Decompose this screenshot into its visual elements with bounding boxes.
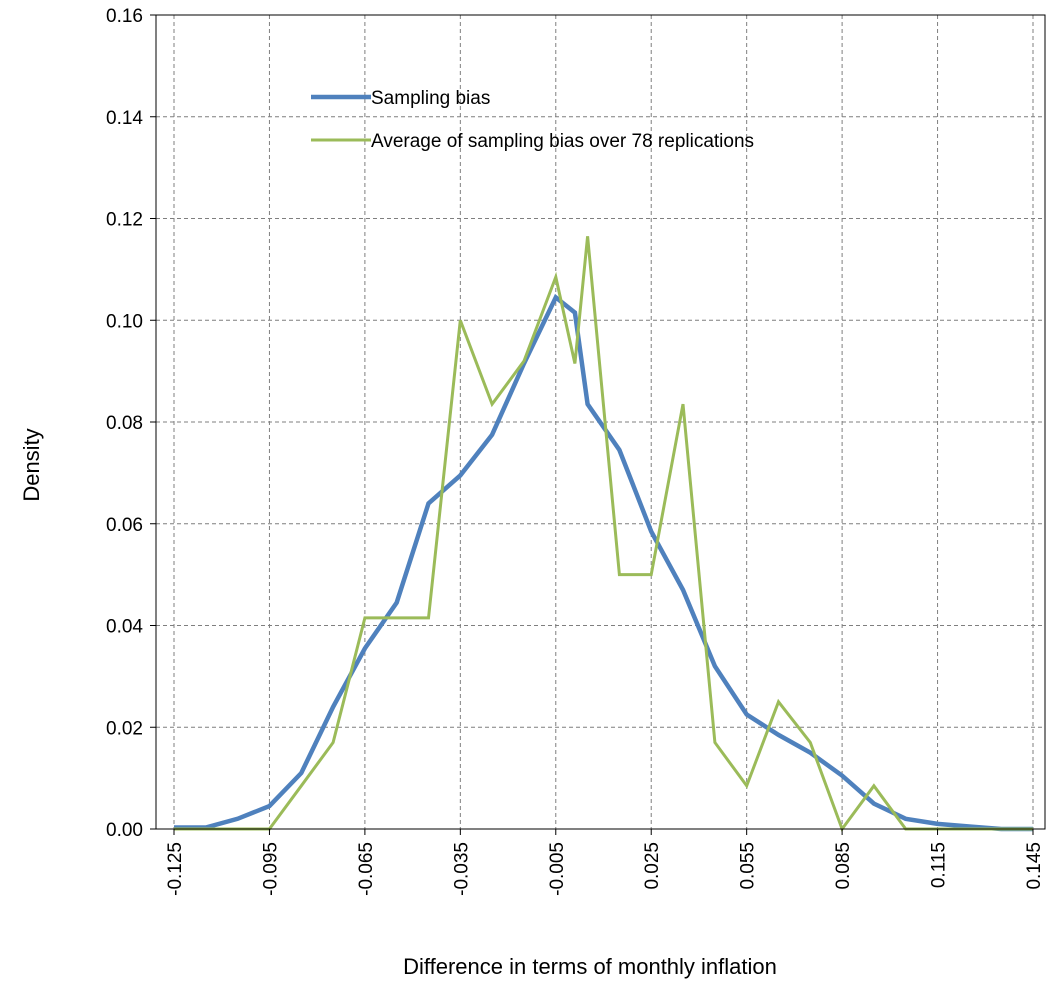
series-lines: [174, 236, 1033, 833]
axes: 0.00 0.02 0.04 0.06 0.08 0.10 0.12 0.14 0.16 -0.1…: [106, 6, 1045, 896]
y-tick-label: 0.08: [106, 413, 143, 434]
y-tick-label: 0.06: [106, 515, 143, 536]
x-tick-label: 0.025: [642, 842, 663, 890]
x-tick-label: -0.125: [165, 842, 186, 896]
x-tick-label: 0.085: [833, 842, 854, 890]
y-tick-label: 0.04: [106, 617, 143, 638]
y-tick-label: 0.00: [106, 820, 143, 841]
x-tick-label: 0.115: [929, 842, 950, 888]
x-tick-label: -0.065: [356, 842, 377, 896]
legend: Sampling bias Average of sampling bias o…: [311, 88, 754, 152]
x-tick-label: -0.035: [451, 842, 472, 896]
grid-lines: [156, 15, 1045, 829]
y-axis-title: Density: [19, 428, 44, 501]
x-axis-title: Difference in terms of monthly inflation: [403, 954, 777, 979]
y-tick-label: 0.16: [106, 6, 143, 27]
series-line-average-sampling-bias: [174, 236, 1033, 833]
x-tick-label: -0.005: [547, 842, 568, 896]
y-tick-label: 0.12: [106, 210, 143, 231]
legend-label-average-sampling-bias: Average of sampling bias over 78 replica…: [371, 131, 754, 152]
y-tick-label: 0.10: [106, 311, 143, 332]
y-tick-label: 0.14: [106, 108, 143, 129]
x-tick-label: 0.145: [1024, 842, 1045, 890]
legend-label-sampling-bias: Sampling bias: [371, 88, 490, 109]
x-tick-label: -0.095: [260, 842, 281, 896]
x-tick-label: 0.055: [738, 842, 759, 890]
series-line-sampling-bias: [174, 293, 1033, 832]
y-tick-label: 0.02: [106, 718, 143, 739]
